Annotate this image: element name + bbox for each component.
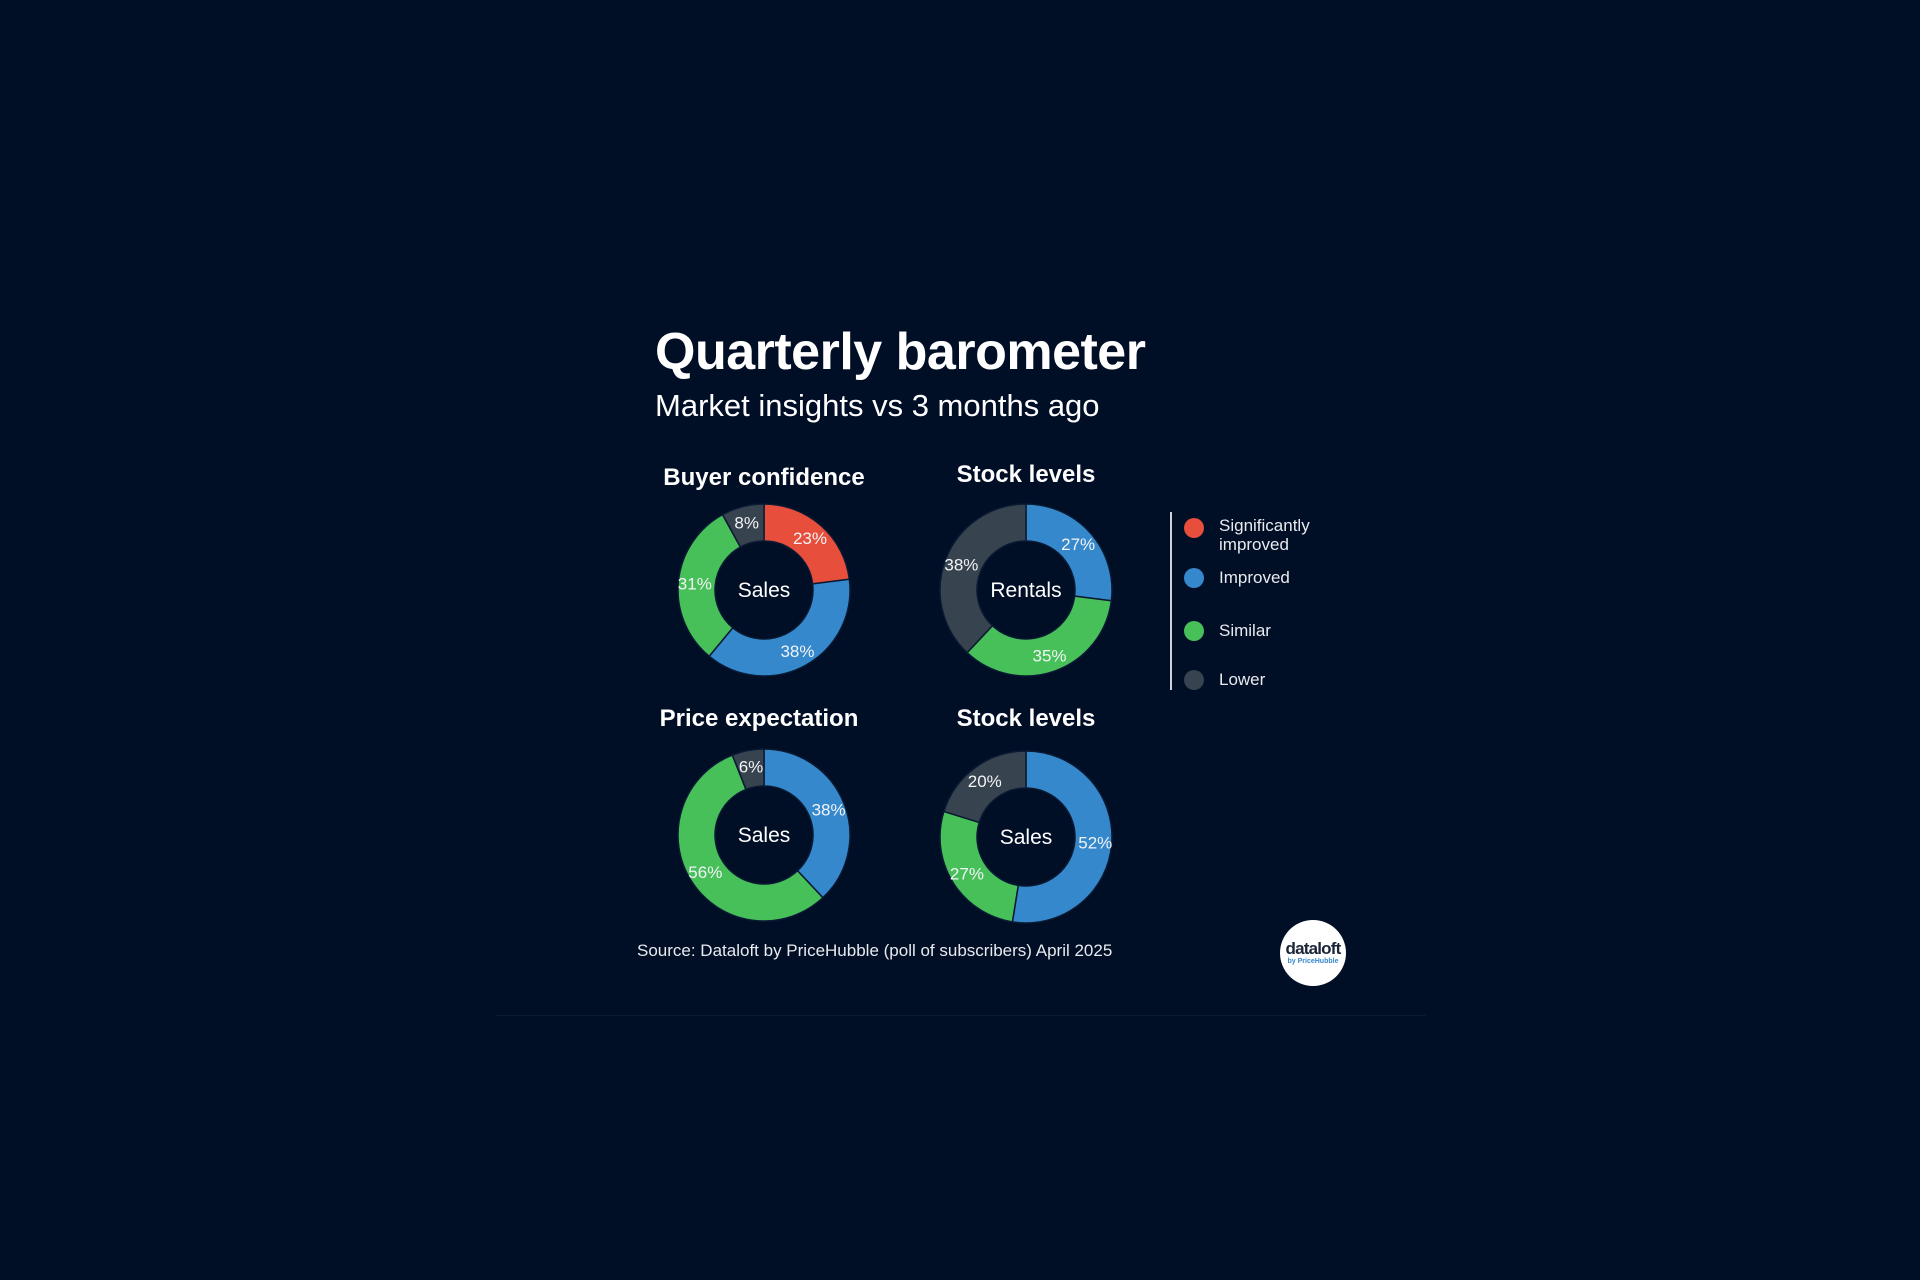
legend-label: Improved (1219, 568, 1290, 587)
dataloft-logo: dataloft by PriceHubble (1280, 920, 1346, 986)
legend-item-lower: Lower (1184, 670, 1364, 690)
logo-subtext: by PriceHubble (1287, 957, 1339, 965)
data-label: 38% (780, 642, 814, 661)
chart-title-stock-levels-rentals: Stock levels (956, 461, 1096, 488)
data-label: 20% (968, 772, 1002, 791)
data-label: 56% (688, 863, 722, 882)
donut-slice-improved (1011, 750, 1113, 924)
chart-title-stock-levels-sales: Stock levels (956, 705, 1096, 732)
donut-slice-similar (939, 810, 1020, 923)
data-label: 23% (793, 529, 827, 548)
legend-label: Lower (1219, 670, 1266, 689)
legend-dot-icon (1184, 670, 1204, 690)
legend-item-significantly-improved: Significantly improved (1184, 516, 1364, 554)
data-label: 35% (1033, 646, 1067, 665)
legend-dot-icon (1184, 518, 1204, 538)
donut-slice-lower (942, 750, 1027, 824)
chart-title-price-expectation: Price expectation (659, 705, 859, 732)
donut-slice-lower (731, 748, 765, 791)
donut-slice-lower (939, 503, 1027, 654)
legend-label: Similar (1219, 621, 1271, 640)
data-label: 8% (734, 514, 759, 533)
data-label: 38% (944, 555, 978, 574)
legend-label: Significantly improved (1219, 516, 1310, 554)
donut-slice-similar (677, 754, 824, 922)
donut-center-label: Sales (1000, 826, 1053, 849)
source-note: Source: Dataloft by PriceHubble (poll of… (637, 941, 1113, 960)
data-label: 52% (1078, 834, 1112, 853)
legend-item-improved: Improved (1184, 568, 1364, 588)
donut-center-label: Sales (738, 579, 791, 602)
donut-center-label: Rentals (990, 579, 1061, 602)
logo-text: dataloft (1285, 938, 1342, 958)
data-label: 38% (812, 800, 846, 819)
legend-item-similar: Similar (1184, 621, 1364, 641)
data-label: 27% (950, 865, 984, 884)
donut-slice-improved (763, 748, 851, 899)
data-label: 31% (678, 574, 712, 593)
donut-center-label: Sales (738, 824, 791, 847)
page-title: Quarterly barometer (655, 323, 1146, 381)
legend: Significantly improved Improved Similar … (1170, 512, 1310, 690)
donut-slice-improved (708, 578, 851, 677)
chart-title-buyer-confidence: Buyer confidence (663, 464, 865, 491)
donut-slice-similar (677, 513, 742, 658)
data-label: 6% (739, 758, 764, 777)
donut-slice-lower (721, 503, 765, 549)
donut-slice-similar (966, 595, 1113, 677)
legend-dot-icon (1184, 621, 1204, 641)
page-subtitle: Market insights vs 3 months ago (655, 388, 1100, 423)
data-label: 27% (1061, 535, 1095, 554)
legend-dot-icon (1184, 568, 1204, 588)
divider (496, 1015, 1426, 1016)
